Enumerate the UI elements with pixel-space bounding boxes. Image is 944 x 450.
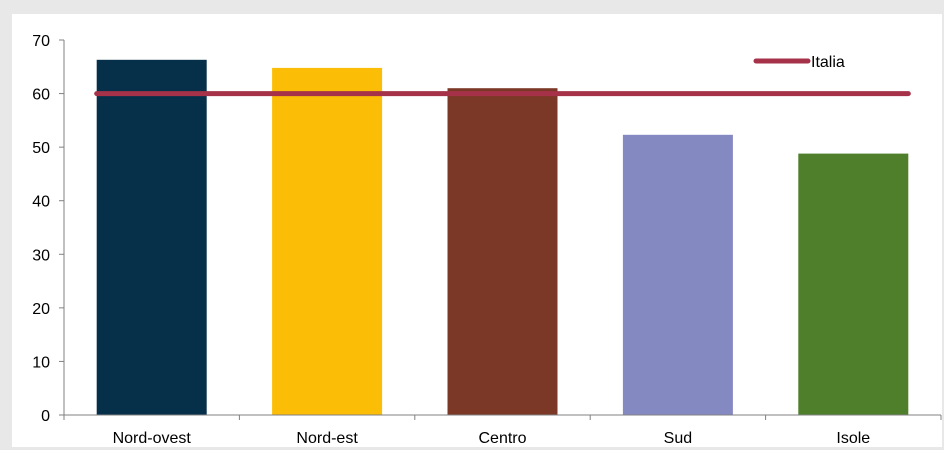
- x-tick-label: Nord-ovest: [113, 430, 192, 447]
- x-tick-label: Isole: [836, 430, 870, 447]
- y-tick-label: 50: [32, 140, 50, 157]
- bars-layer: [96, 59, 909, 416]
- x-tick-label: Nord-est: [296, 430, 358, 447]
- axes-layer: [63, 40, 941, 416]
- bar-nord-ovest: [96, 59, 207, 416]
- x-tick-label: Sud: [664, 430, 692, 447]
- y-tick-label: 30: [32, 247, 50, 264]
- bar-isole: [798, 153, 909, 415]
- legend: Italia: [753, 54, 845, 71]
- ticks-layer: 0 10 20 30 40 50 60 70 Nord-ovest Nord-est Centro S…: [32, 33, 942, 447]
- y-tick-label: 70: [32, 33, 50, 50]
- bar-sud: [622, 134, 733, 416]
- legend-label: Italia: [811, 54, 845, 71]
- y-tick-label: 10: [32, 354, 50, 371]
- y-tick-label: 40: [32, 194, 50, 211]
- y-tick-label: 60: [32, 87, 50, 104]
- x-tick-label: Centro: [478, 430, 526, 447]
- y-tick-label: 0: [41, 408, 50, 425]
- bar-nord-est: [272, 67, 383, 416]
- y-tick-label: 20: [32, 301, 50, 318]
- bar-centro: [447, 88, 558, 415]
